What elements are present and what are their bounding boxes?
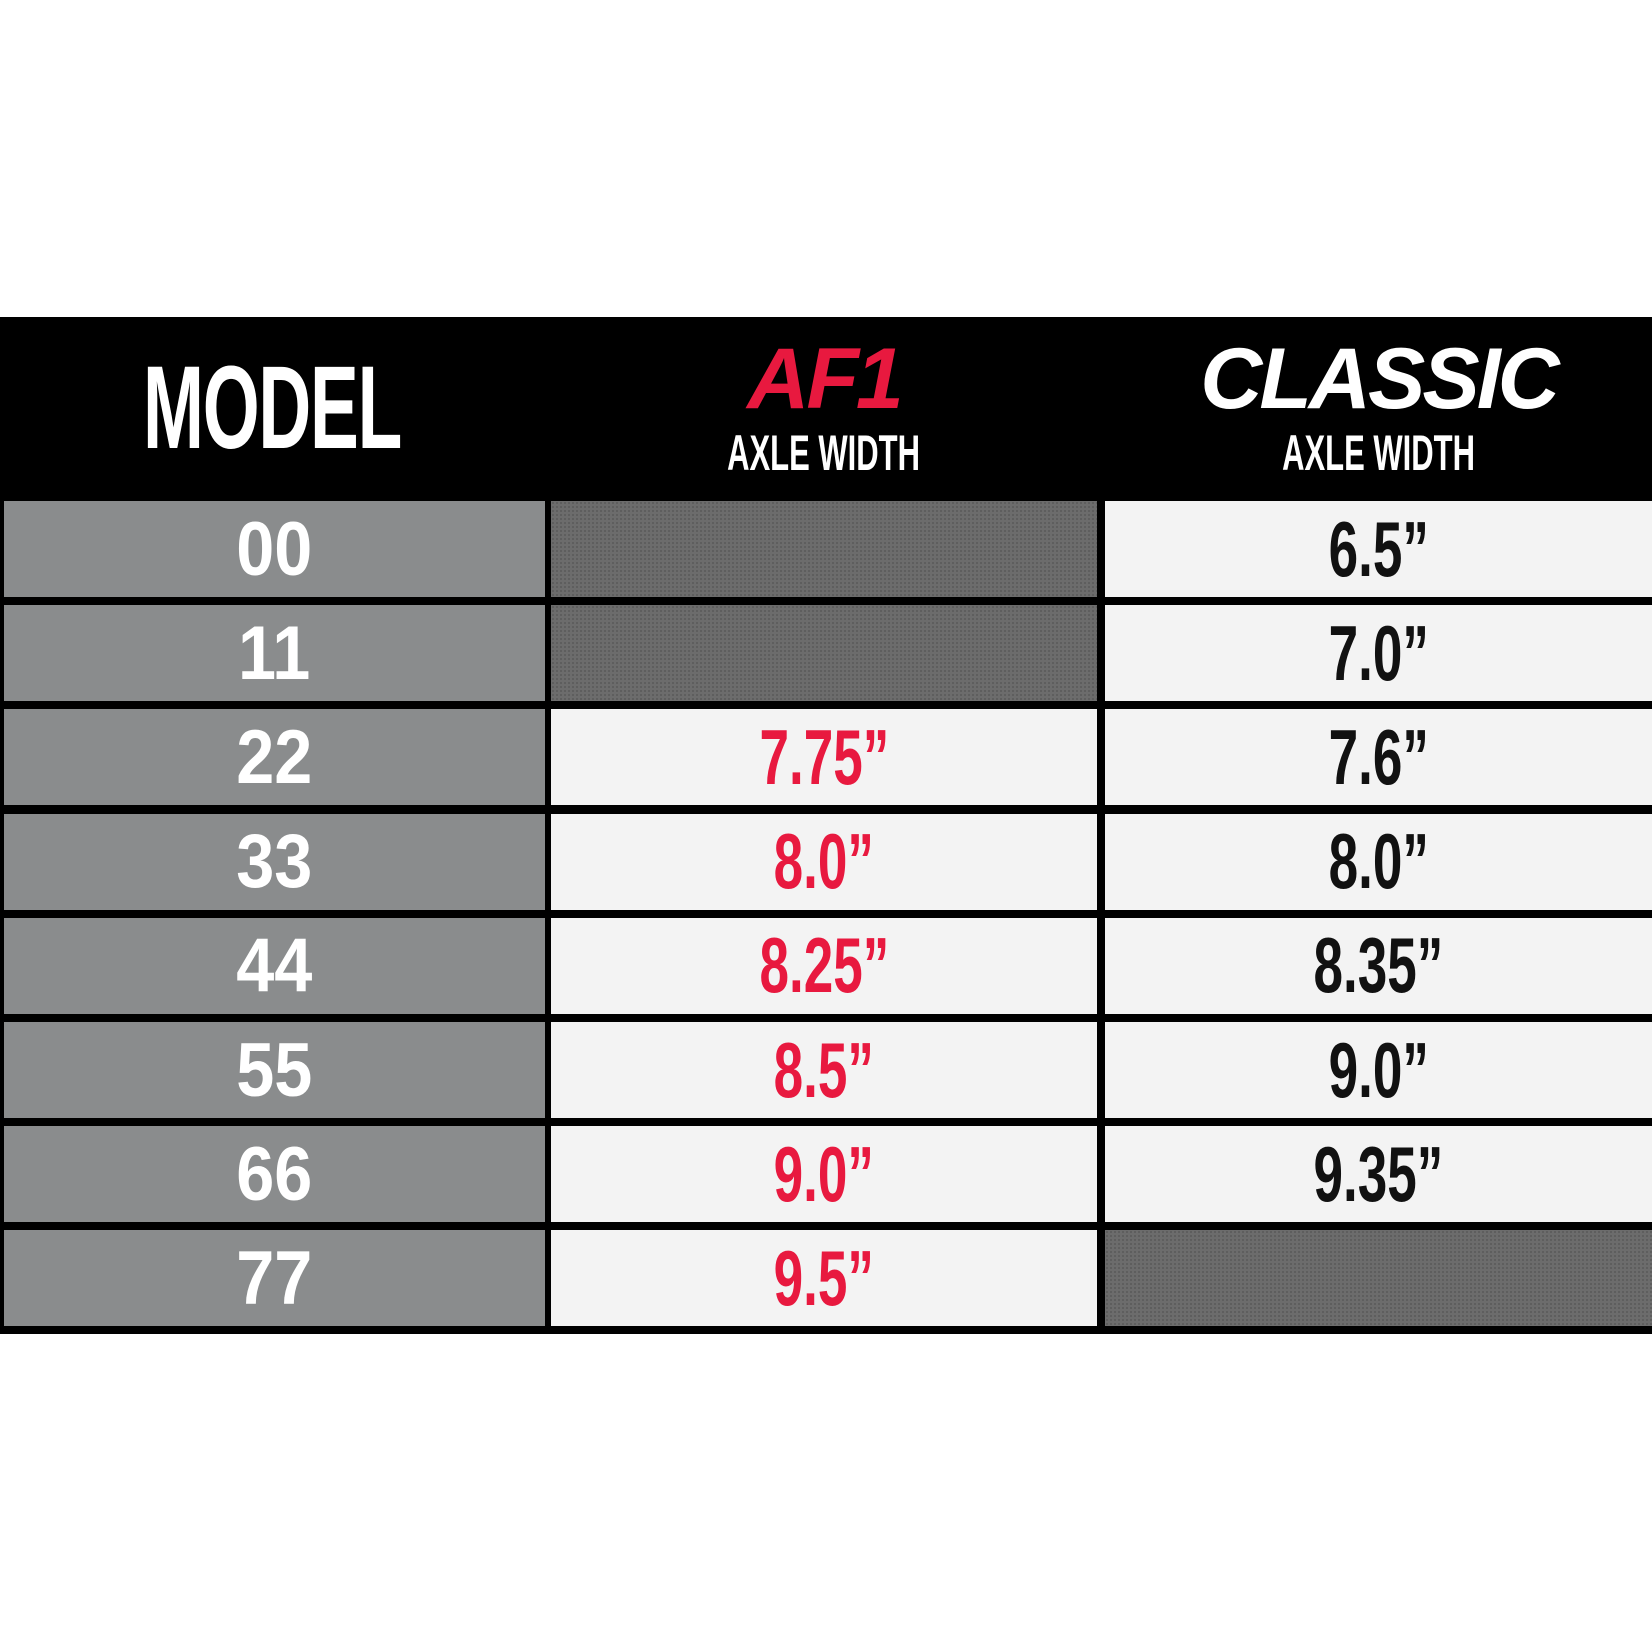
classic-value-cell: 6.5”	[1105, 501, 1652, 597]
model-cell: 66	[4, 1126, 545, 1223]
header-model: MODEL	[0, 317, 545, 498]
af1-value-cell: 8.0”	[551, 813, 1097, 910]
model-value: 77	[236, 1235, 313, 1321]
af1-value: 8.0”	[773, 817, 875, 906]
classic-value-cell: 7.0”	[1105, 605, 1652, 702]
af1-value-cell: 8.25”	[551, 917, 1097, 1014]
model-heading: MODEL	[143, 341, 403, 474]
classic-value-cell: 7.6”	[1105, 709, 1652, 806]
af1-value-cell: 8.5”	[551, 1022, 1097, 1118]
model-cell: 00	[4, 501, 545, 597]
af1-subheading: AXLE WIDTH	[727, 424, 921, 481]
classic-value-cell: 9.35”	[1105, 1126, 1652, 1223]
af1-value-cell: 9.5”	[551, 1230, 1097, 1327]
model-value: 11	[238, 610, 311, 696]
classic-value: 7.0”	[1328, 608, 1429, 697]
af1-value: 9.5”	[773, 1233, 875, 1322]
model-cell: 22	[4, 709, 545, 806]
classic-value: 6.5”	[1328, 504, 1429, 593]
classic-value: 9.0”	[1328, 1025, 1429, 1114]
header-af1: AF1 AXLE WIDTH	[551, 317, 1097, 498]
model-cell: 44	[4, 917, 545, 1014]
classic-value: 9.35”	[1313, 1129, 1444, 1218]
classic-value-cell: 9.0”	[1105, 1022, 1652, 1118]
model-value: 00	[236, 506, 313, 592]
model-value: 22	[236, 714, 313, 800]
af1-value: 8.5”	[773, 1025, 875, 1114]
af1-empty-cell	[551, 501, 1097, 597]
af1-value: 9.0”	[773, 1129, 875, 1218]
classic-value-cell: 8.35”	[1105, 917, 1652, 1014]
axle-width-table: MODEL AF1 AXLE WIDTH CLASSIC AXLE WIDTH …	[0, 317, 1652, 1334]
classic-value: 8.0”	[1328, 817, 1429, 906]
classic-value: 8.35”	[1313, 921, 1444, 1010]
af1-value-cell: 9.0”	[551, 1126, 1097, 1223]
af1-heading: AF1	[747, 330, 903, 427]
model-cell: 11	[4, 605, 545, 702]
classic-subheading: AXLE WIDTH	[1282, 424, 1475, 481]
model-cell: 55	[4, 1022, 545, 1118]
classic-heading: CLASSIC	[1200, 330, 1559, 427]
model-value: 55	[236, 1027, 313, 1113]
model-cell: 77	[4, 1230, 545, 1327]
model-value: 33	[236, 819, 313, 905]
classic-empty-cell	[1105, 1230, 1652, 1327]
model-cell: 33	[4, 813, 545, 910]
model-value: 44	[236, 923, 313, 1009]
classic-value: 7.6”	[1328, 712, 1429, 801]
header-classic: CLASSIC AXLE WIDTH	[1105, 317, 1652, 498]
af1-value: 8.25”	[759, 921, 889, 1010]
af1-value-cell: 7.75”	[551, 709, 1097, 806]
af1-empty-cell	[551, 605, 1097, 702]
model-value: 66	[236, 1131, 313, 1217]
af1-value: 7.75”	[759, 712, 889, 801]
classic-value-cell: 8.0”	[1105, 813, 1652, 910]
